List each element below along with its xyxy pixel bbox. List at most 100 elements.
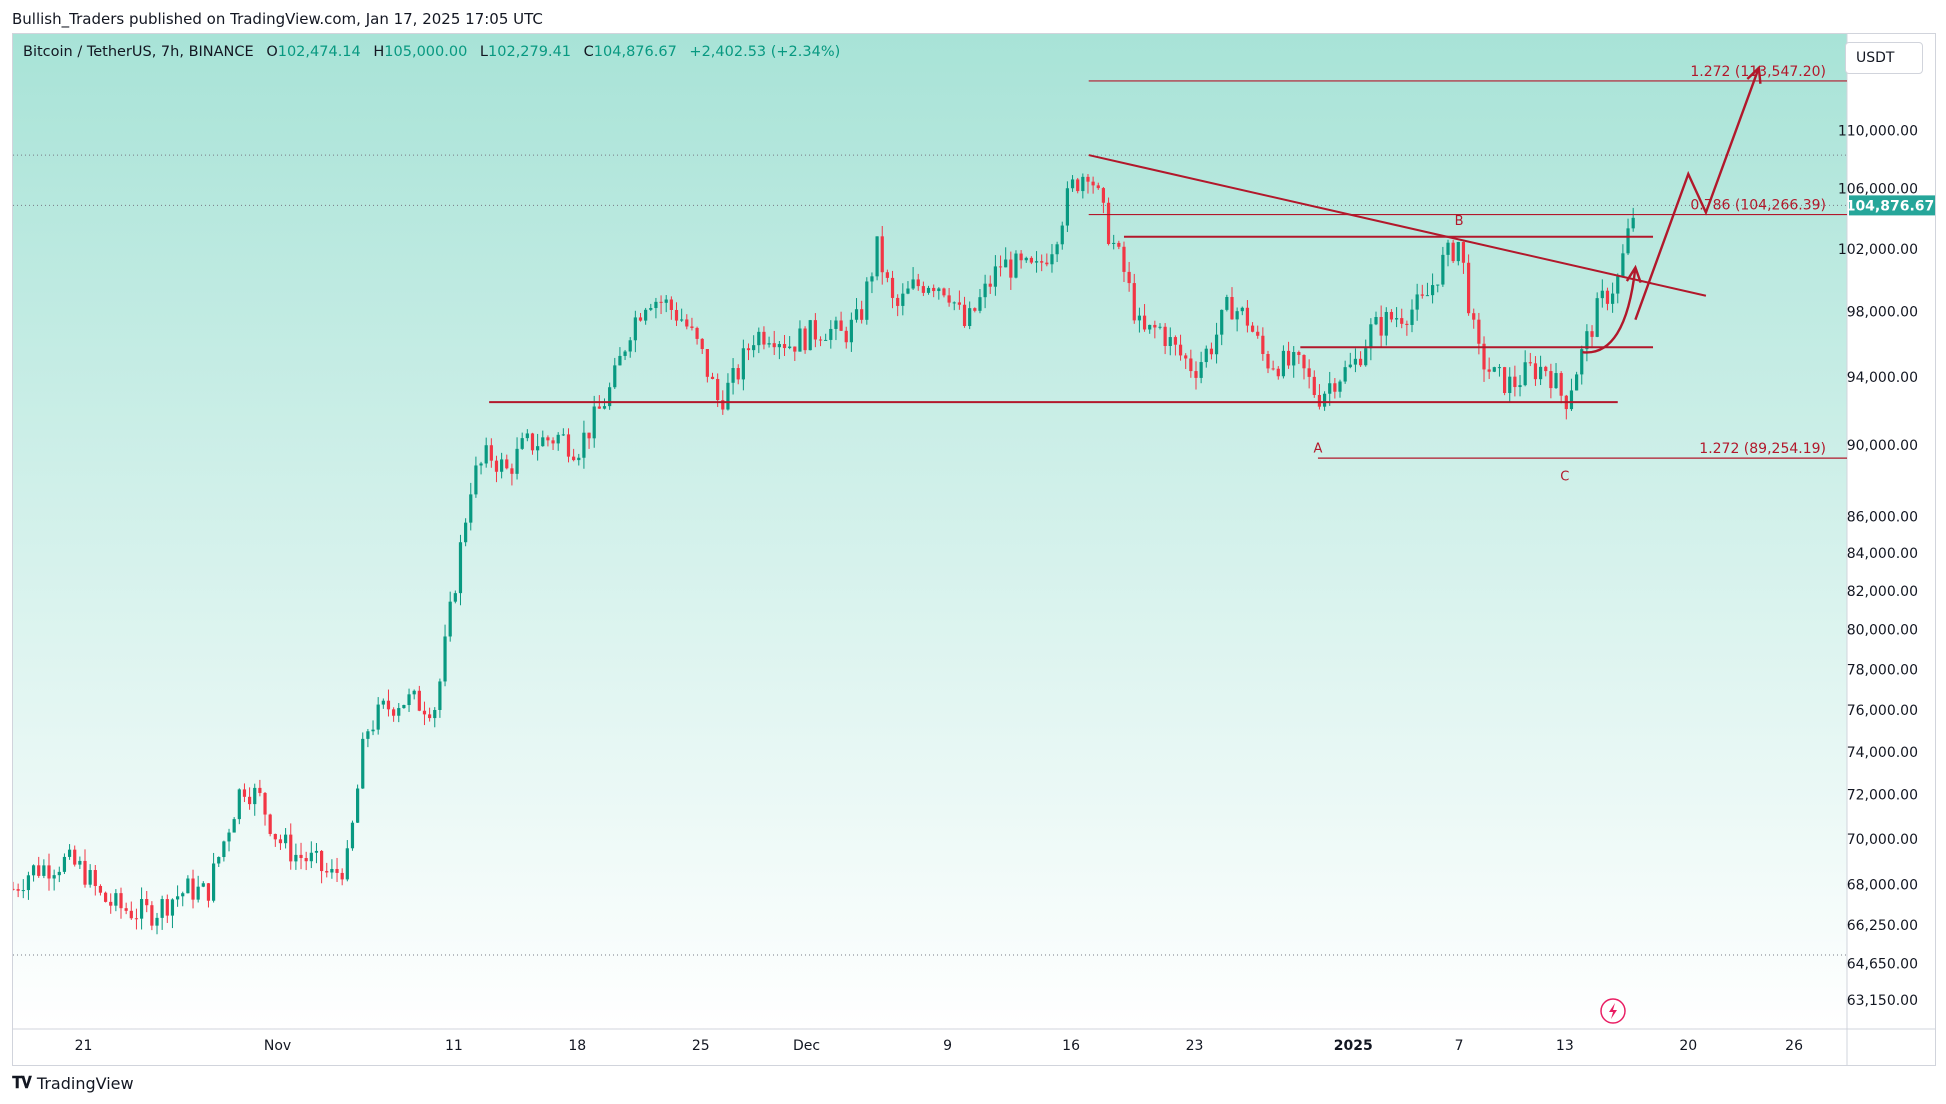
- candle-body: [654, 301, 658, 309]
- candle-body: [1086, 176, 1090, 182]
- candle-body: [335, 868, 339, 873]
- candle-body: [37, 865, 41, 876]
- candle-body: [232, 819, 236, 833]
- candle-body: [1621, 253, 1625, 277]
- candle-body: [407, 694, 411, 706]
- price-tick-label: 64,650.00: [1847, 956, 1918, 972]
- candle-body: [155, 917, 159, 926]
- candle-body: [572, 456, 576, 461]
- candle-body: [1076, 179, 1080, 192]
- price-tick-label: 72,000.00: [1847, 788, 1918, 804]
- candle-body: [536, 446, 540, 451]
- candle-body: [1317, 394, 1322, 407]
- candle-body: [937, 288, 941, 292]
- candle-body: [1415, 294, 1419, 310]
- candle-body: [103, 892, 108, 902]
- candle-body: [839, 320, 843, 331]
- candle-body: [458, 542, 463, 594]
- candle-body: [993, 266, 997, 287]
- candle-body: [695, 327, 699, 339]
- candle-body: [736, 368, 740, 380]
- candle-body: [361, 738, 365, 789]
- candle-body: [1605, 290, 1610, 304]
- candle-body: [422, 710, 427, 715]
- candle-body: [42, 865, 46, 876]
- wave-label-a: A: [1314, 442, 1323, 457]
- candle-body: [875, 236, 879, 277]
- candle-body: [1029, 257, 1033, 263]
- candle-body: [263, 792, 267, 815]
- candle-body: [366, 731, 370, 739]
- candle-body: [1369, 324, 1373, 349]
- candle-body: [1302, 355, 1306, 369]
- time-tick-label: 2025: [1334, 1038, 1373, 1054]
- candle-body: [957, 302, 961, 305]
- candle-body: [392, 709, 396, 716]
- candle-body: [500, 459, 504, 472]
- curved-arrow: [1582, 267, 1637, 354]
- candle-body: [1250, 325, 1255, 332]
- candle-body: [788, 346, 792, 349]
- candle-body: [1595, 298, 1599, 337]
- candle-body: [320, 850, 324, 872]
- candle-body: [1328, 383, 1332, 394]
- candle-body: [592, 406, 596, 439]
- candle-body: [1153, 324, 1157, 328]
- candle-body: [57, 871, 61, 876]
- candle-body: [798, 328, 802, 352]
- candle-body: [865, 281, 869, 320]
- time-tick-label: 7: [1455, 1038, 1464, 1054]
- candle-body: [1374, 317, 1378, 325]
- price-chart[interactable]: 1.272 (113,547.20)0.786 (104,266.39)1.27…: [13, 34, 1935, 1065]
- wave-label-c: C: [1560, 470, 1569, 485]
- candle-body: [93, 870, 97, 886]
- time-tick-label: 23: [1186, 1038, 1204, 1054]
- candle-body: [1235, 311, 1239, 320]
- candle-body: [453, 593, 457, 602]
- time-tick-label: 20: [1679, 1038, 1697, 1054]
- fib-level-label: 1.272 (89,254.19): [1699, 441, 1826, 457]
- candle-body: [1400, 318, 1404, 324]
- candle-body: [844, 330, 848, 343]
- candle-body: [1168, 337, 1172, 347]
- candle-body: [710, 376, 715, 379]
- candle-body: [1466, 262, 1471, 314]
- candle-body: [726, 382, 730, 410]
- candle-body: [1312, 376, 1316, 395]
- candle-body: [880, 236, 884, 273]
- candle-body: [206, 883, 211, 901]
- candle-body: [1502, 367, 1507, 394]
- candle-body: [1616, 276, 1620, 294]
- candle-body: [479, 463, 483, 466]
- currency-selector[interactable]: USDT: [1845, 42, 1923, 74]
- candle-body: [268, 814, 272, 834]
- candle-body: [813, 320, 817, 340]
- time-tick-label: 21: [75, 1038, 93, 1054]
- candle-body: [247, 796, 252, 805]
- candle-body: [1009, 259, 1013, 278]
- candle-body: [762, 331, 766, 345]
- candle-body: [1343, 367, 1347, 382]
- candle-body: [854, 309, 859, 320]
- candle-body: [191, 878, 195, 900]
- candle-body: [1271, 368, 1275, 370]
- candle-body: [1420, 294, 1424, 296]
- candle-body: [1158, 326, 1162, 328]
- candle-body: [680, 319, 684, 321]
- candle-body: [1364, 348, 1368, 366]
- candle-body: [546, 437, 550, 441]
- candle-body: [659, 301, 663, 303]
- candle-body: [1523, 362, 1527, 386]
- candle-body: [1132, 283, 1136, 321]
- candle-body: [860, 309, 864, 320]
- time-tick-label: 26: [1785, 1038, 1803, 1054]
- candle-body: [1065, 188, 1070, 226]
- candle-body: [752, 345, 756, 351]
- candle-body: [690, 326, 694, 328]
- candle-body: [587, 432, 591, 439]
- chart-frame[interactable]: 1.272 (113,547.20) 0.786 (104,266.39) 1.27…: [12, 33, 1936, 1066]
- candle-body: [114, 893, 118, 906]
- price-tick-label: 63,150.00: [1847, 993, 1918, 1009]
- candle-body: [330, 868, 334, 873]
- candle-body: [124, 908, 128, 911]
